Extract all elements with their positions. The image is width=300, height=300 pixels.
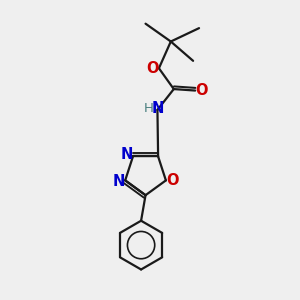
- Text: N: N: [112, 174, 125, 189]
- Text: O: O: [166, 173, 179, 188]
- Text: O: O: [146, 61, 159, 76]
- Text: H: H: [144, 102, 154, 115]
- Text: N: N: [151, 101, 164, 116]
- Text: N: N: [120, 148, 133, 163]
- Text: O: O: [195, 83, 207, 98]
